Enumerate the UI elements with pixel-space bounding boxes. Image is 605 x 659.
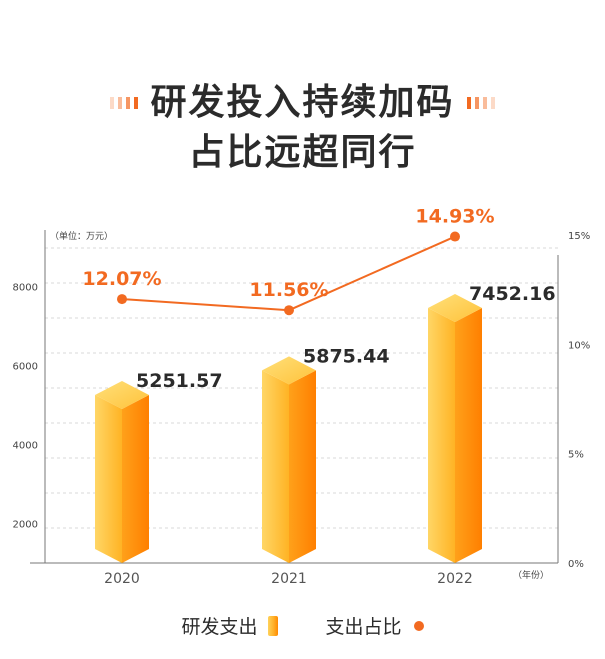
ratio-point [284, 305, 294, 316]
bar-front-face [428, 308, 455, 563]
y-left-unit-label: （单位：万元） [50, 230, 113, 242]
y-right-tick-label: 5% [568, 450, 584, 461]
y-left-tick-label: 6000 [13, 361, 38, 372]
chart-labels: （单位：万元） 2000 4000 6000 8000 0% 5% 10% 15% 2020 202… [13, 206, 591, 587]
y-right-tick-label: 0% [568, 559, 584, 570]
bar-top-face [95, 380, 149, 409]
axes [30, 230, 559, 564]
y-left-tick-label: 2000 [13, 519, 38, 530]
ratio-value-label: 12.07% [82, 268, 161, 290]
legend-line-label: 支出占比 [325, 616, 402, 638]
bar-value-label: 7452.16 [469, 283, 556, 305]
combo-chart: （单位：万元） 2000 4000 6000 8000 0% 5% 10% 15% 2020 202… [13, 206, 591, 587]
ratio-value-label: 14.93% [415, 206, 494, 228]
bar-side-face [455, 308, 482, 563]
bar-side-face [289, 370, 316, 563]
bar [262, 356, 316, 563]
legend-item-line: 支出占比 [326, 612, 424, 639]
line-series [117, 231, 460, 316]
bar-front-face [262, 370, 289, 563]
y-right-tick-label: 10% [568, 340, 590, 351]
ratio-point [117, 294, 127, 305]
ratio-point [450, 231, 460, 242]
chart-title: 研发投入持续加码 占比远超同行 [0, 78, 605, 178]
y-left-tick-label: 4000 [13, 440, 38, 451]
x-tick-label: 2021 [271, 571, 307, 587]
dot-swatch-icon [413, 620, 424, 631]
y-right-tick-label: 15% [568, 231, 590, 242]
title-line-1: 研发投入持续加码 [0, 78, 605, 128]
x-unit-label: （年份） [513, 569, 549, 581]
bar [428, 294, 482, 563]
y-left-tick-label: 8000 [13, 282, 38, 293]
decor-right-icon [465, 97, 497, 109]
x-tick-label: 2020 [104, 571, 140, 587]
bar-top-face [262, 356, 316, 385]
bar-value-label: 5251.57 [136, 370, 223, 392]
bar-side-face [122, 394, 149, 563]
x-tick-label: 2022 [437, 571, 473, 587]
decor-left-icon [108, 97, 140, 109]
legend: 研发支出 支出占比 [0, 612, 605, 639]
bar-swatch-icon [267, 615, 278, 636]
bar-top-face [428, 294, 482, 323]
legend-bar-label: 研发支出 [181, 616, 258, 638]
bar [95, 380, 149, 563]
title-text-1: 研发投入持续加码 [150, 82, 455, 123]
legend-item-bar: 研发支出 [181, 612, 278, 639]
ratio-value-label: 11.56% [249, 279, 328, 301]
bar-front-face [95, 394, 122, 563]
title-line-2: 占比远超同行 [188, 132, 417, 173]
bar-value-label: 5875.44 [303, 345, 390, 367]
bar-series [95, 294, 482, 563]
